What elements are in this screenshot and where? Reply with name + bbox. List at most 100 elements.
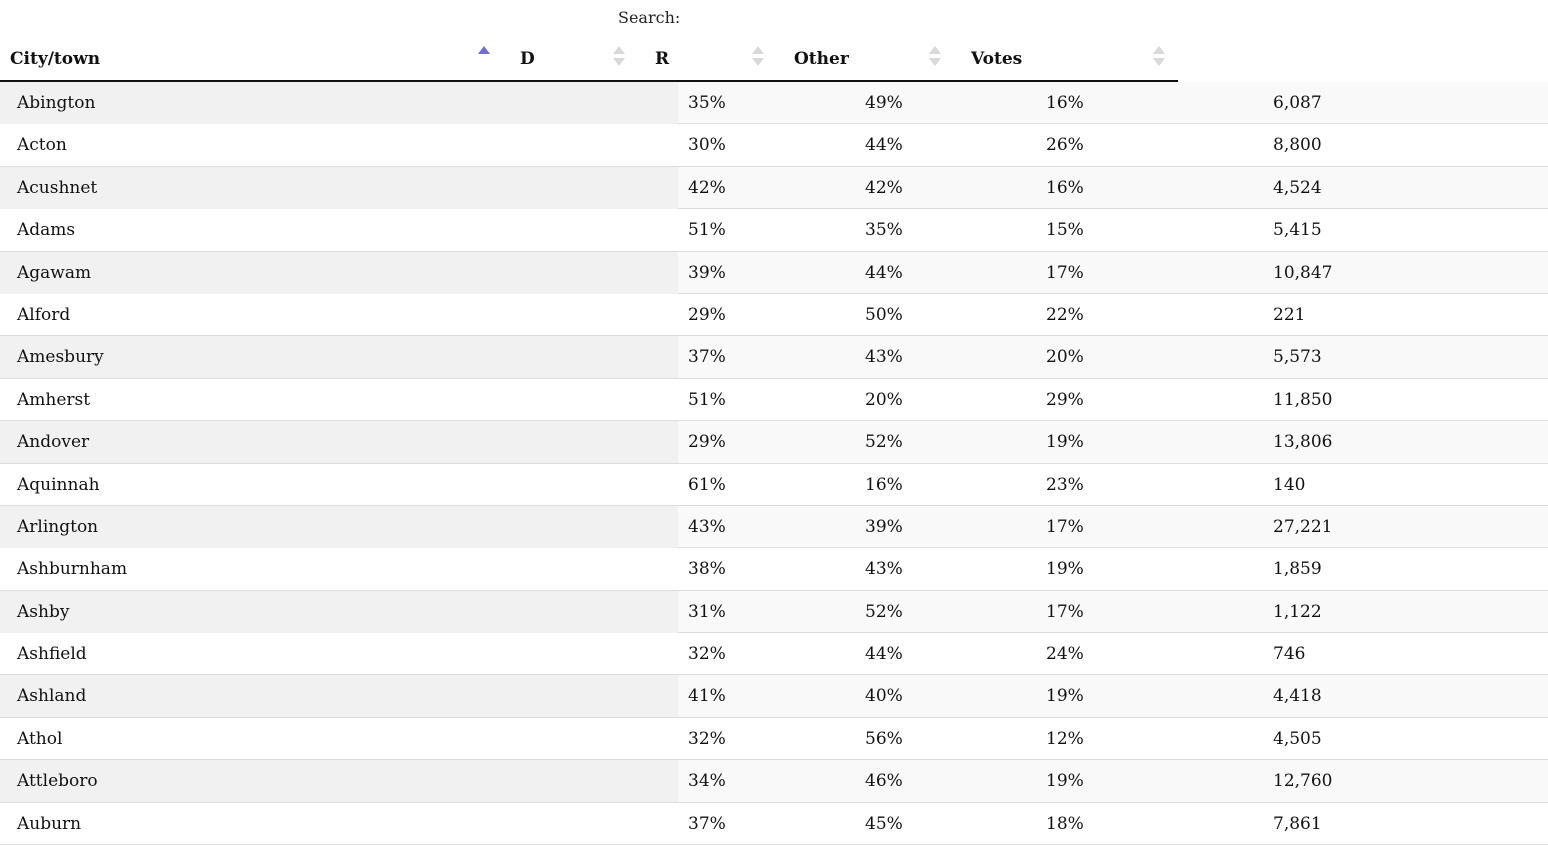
votes-cell: 12,760 [1273, 771, 1333, 792]
city-cell: Arlington [0, 505, 678, 548]
other-cell: 16% [1046, 93, 1084, 113]
sort-down-icon [752, 58, 764, 66]
column-header-r[interactable]: R [655, 49, 670, 69]
sort-up-icon [613, 46, 625, 54]
sort-down-icon [613, 58, 625, 66]
table-row: Attleboro 34% 46% 19% 12,760 [0, 760, 1548, 803]
sort-d-icon[interactable] [613, 46, 625, 72]
sort-votes-icon[interactable] [1153, 46, 1165, 72]
d-cell: 37% [688, 813, 726, 834]
other-cell: 17% [1046, 601, 1084, 622]
row-values-bg [678, 379, 1548, 420]
city-cell: Abington [0, 82, 678, 124]
r-cell: 50% [865, 304, 903, 325]
table-row: Ashby 31% 52% 17% 1,122 [0, 590, 1548, 634]
d-cell: 51% [688, 220, 726, 241]
other-cell: 22% [1046, 304, 1084, 325]
d-cell: 32% [688, 728, 726, 749]
table-row: Acushnet 42% 42% 16% 4,524 [0, 166, 1548, 210]
sort-up-icon [752, 46, 764, 54]
r-cell: 43% [865, 347, 903, 368]
table-row: Adams 51% 35% 15% 5,415 [0, 209, 1548, 252]
other-cell: 19% [1046, 432, 1084, 453]
r-cell: 16% [865, 474, 903, 495]
votes-cell: 1,859 [1273, 559, 1322, 580]
r-cell: 39% [865, 516, 903, 537]
table-row: Andover 29% 52% 19% 13,806 [0, 421, 1548, 464]
row-values-bg [678, 251, 1548, 293]
row-values-bg [678, 209, 1548, 250]
votes-cell: 4,418 [1273, 686, 1322, 707]
other-cell: 24% [1046, 644, 1084, 665]
sort-r-icon[interactable] [752, 46, 764, 72]
d-cell: 61% [688, 474, 726, 495]
row-values-bg [678, 675, 1548, 717]
column-header-other[interactable]: Other [794, 49, 849, 69]
votes-cell: 27,221 [1273, 516, 1333, 537]
r-cell: 44% [865, 262, 903, 283]
column-header-city[interactable]: City/town [10, 49, 101, 69]
r-cell: 46% [865, 771, 903, 792]
d-cell: 39% [688, 262, 726, 283]
other-cell: 19% [1046, 771, 1084, 792]
table-row: Amherst 51% 20% 29% 11,850 [0, 379, 1548, 422]
sort-ascending-icon [478, 46, 490, 54]
city-cell: Agawam [0, 251, 678, 294]
votes-cell: 5,415 [1273, 220, 1322, 241]
votes-cell: 746 [1273, 644, 1306, 665]
table-row: Amesbury 37% 43% 20% 5,573 [0, 336, 1548, 379]
d-cell: 42% [688, 177, 726, 198]
row-values-bg [678, 166, 1548, 209]
city-cell: Ashland [0, 675, 678, 718]
row-values-bg [678, 505, 1548, 548]
row-values-bg [678, 336, 1548, 378]
table-row: Auburn 37% 45% 18% 7,861 [0, 803, 1548, 846]
column-header-votes[interactable]: Votes [971, 49, 1023, 69]
d-cell: 41% [688, 686, 726, 707]
table-row: Agawam 39% 44% 17% 10,847 [0, 251, 1548, 294]
sort-down-icon [1153, 58, 1165, 66]
sort-up-icon [929, 46, 941, 54]
column-header-d[interactable]: D [520, 49, 535, 69]
row-values-bg [678, 464, 1548, 505]
d-cell: 35% [688, 93, 726, 113]
other-cell: 18% [1046, 813, 1084, 834]
other-cell: 17% [1046, 262, 1084, 283]
table-row: Acton 30% 44% 26% 8,800 [0, 124, 1548, 167]
sort-up-icon [1153, 46, 1165, 54]
row-values-bg [678, 633, 1548, 674]
r-cell: 52% [865, 432, 903, 453]
votes-cell: 13,806 [1273, 432, 1333, 453]
d-cell: 37% [688, 347, 726, 368]
row-values-bg [678, 760, 1548, 802]
city-cell: Attleboro [0, 760, 678, 803]
votes-cell: 11,850 [1273, 389, 1333, 410]
r-cell: 52% [865, 601, 903, 622]
row-values-bg [678, 803, 1548, 844]
votes-cell: 221 [1273, 304, 1306, 325]
table-row: Ashland 41% 40% 19% 4,418 [0, 675, 1548, 718]
other-cell: 19% [1046, 686, 1084, 707]
city-cell: Ashby [0, 590, 678, 633]
d-cell: 32% [688, 644, 726, 665]
table-row: Athol 32% 56% 12% 4,505 [0, 718, 1548, 761]
sort-city-icon[interactable] [478, 46, 490, 72]
votes-cell: 140 [1273, 474, 1306, 495]
row-values-bg [678, 82, 1548, 124]
row-values-bg [678, 548, 1548, 589]
city-cell: Acushnet [0, 166, 678, 209]
city-cell: Amesbury [0, 336, 678, 379]
city-cell: Auburn [17, 813, 82, 834]
table-body: Abington 35% 49% 16% 6,087 Acton 30% 44% 26% 8,80… [0, 82, 1548, 846]
table-header: City/town D R Other Votes [0, 38, 1178, 82]
city-cell: Aquinnah [17, 474, 100, 495]
r-cell: 56% [865, 728, 903, 749]
other-cell: 29% [1046, 389, 1084, 410]
table-row: Abington 35% 49% 16% 6,087 [0, 82, 1548, 125]
r-cell: 49% [865, 93, 903, 113]
table-row: Aquinnah 61% 16% 23% 140 [0, 464, 1548, 506]
row-values-bg [678, 590, 1548, 633]
city-cell: Ashfield [17, 644, 87, 665]
row-values-bg [678, 294, 1548, 335]
sort-other-icon[interactable] [929, 46, 941, 72]
